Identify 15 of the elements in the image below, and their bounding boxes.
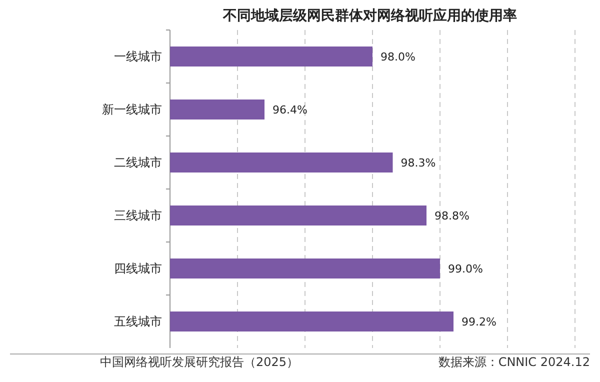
data-label: 99.2% <box>462 316 496 328</box>
y-tick-label: 五线城市 <box>114 314 162 328</box>
data-label: 96.4% <box>272 104 308 116</box>
data-label: 99.0% <box>448 262 483 276</box>
data-label: 98.0% <box>380 50 416 64</box>
y-tick-label: 四线城市 <box>114 262 162 276</box>
y-tick-label: 三线城市 <box>114 208 162 222</box>
y-tick-label: 一线城市 <box>114 50 162 64</box>
source-note: 数据来源：CNNIC 2024.12 <box>438 355 590 369</box>
y-tick-label: 二线城市 <box>114 156 162 170</box>
y-tick-label: 新一线城市 <box>102 102 162 116</box>
data-label: 98.3% <box>400 156 436 170</box>
text: 中国网络视听发展研究报告（2025） <box>100 355 299 369</box>
data-label: 98.8% <box>434 210 470 222</box>
chart-title: 不同地域层级网民群体对网络视听应用的使用率 <box>222 7 517 24</box>
